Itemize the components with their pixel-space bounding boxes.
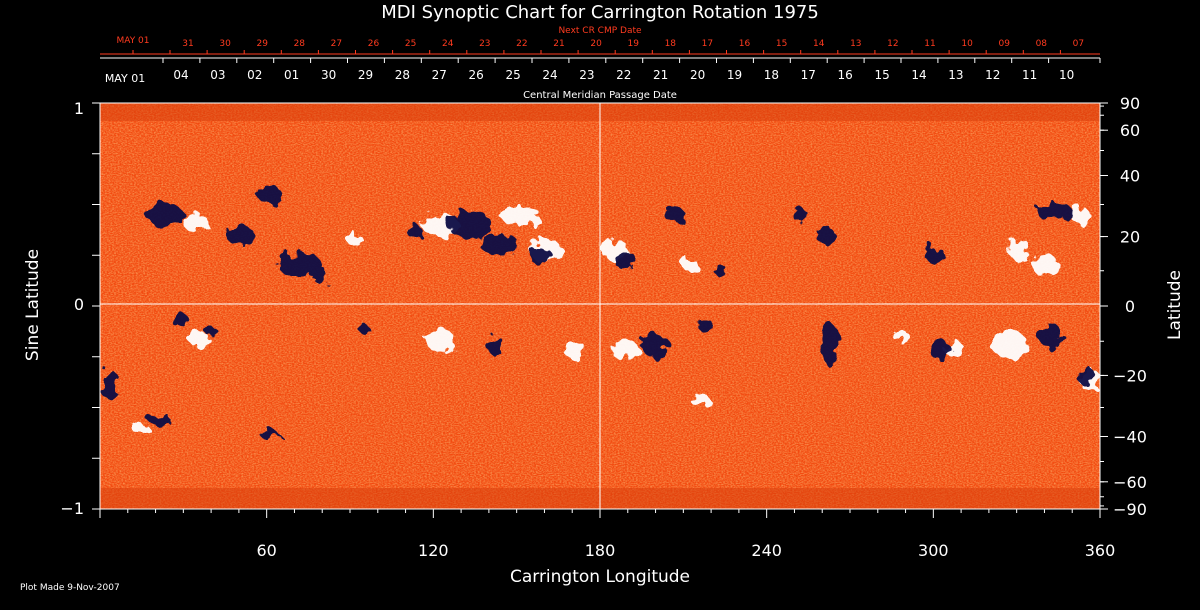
right-tick-label: 60 <box>1120 121 1140 140</box>
bottom-axis-label: Carrington Longitude <box>510 567 690 587</box>
cmp-date-label: 18 <box>764 68 779 82</box>
next-cr-date-label: 11 <box>924 39 935 49</box>
cmp-date-label: 26 <box>469 68 484 82</box>
next-cr-date-label: 16 <box>739 39 751 49</box>
next-cr-date-label: 20 <box>590 39 602 49</box>
cmp-date-label: 12 <box>985 68 1000 82</box>
left-tick-0: 0 <box>74 295 84 314</box>
cmp-date-label: 25 <box>505 68 520 82</box>
cmp-date-label: 27 <box>432 68 447 82</box>
cmp-date-label: 24 <box>542 68 557 82</box>
next-cr-date-label: 25 <box>405 39 416 49</box>
cmp-date-label: 15 <box>874 68 889 82</box>
bottom-tick-label: 120 <box>418 541 449 560</box>
right-tick-label: −20 <box>1113 366 1147 385</box>
cmp-date-scale: MAY 01 04 03 02 01 30 29 28 27 26 25 24 23 22 21 20 19 1… <box>100 57 1101 101</box>
cmp-date-label: 16 <box>838 68 853 82</box>
cmp-date-label: 22 <box>616 68 631 82</box>
cmp-date-label: 13 <box>948 68 963 82</box>
next-cr-date-label: 19 <box>627 39 639 49</box>
next-cr-date-label: 31 <box>182 39 193 49</box>
cmp-date-label: 03 <box>210 68 225 82</box>
next-cr-date-label: 12 <box>887 39 898 49</box>
cmp-date-label: 28 <box>395 68 410 82</box>
next-cr-cmp-scale: Next CR CMP Date MAY 01 31 30 29 28 27 26 25 24… <box>100 26 1100 55</box>
next-cr-date-label: 15 <box>776 39 787 49</box>
right-tick-label: −90 <box>1113 500 1147 519</box>
right-tick-label: −40 <box>1113 427 1147 446</box>
cmp-date-label: 02 <box>247 68 262 82</box>
right-axis-label: Latitude <box>1165 270 1185 340</box>
next-cr-start: MAY 01 <box>116 36 149 46</box>
next-cr-date-label: 21 <box>553 39 564 49</box>
left-tick-minus1: −1 <box>60 499 84 518</box>
next-cr-date-label: 18 <box>665 39 677 49</box>
bottom-tick-label: 240 <box>751 541 782 560</box>
cmp-scale-label: Central Meridian Passage Date <box>523 90 677 101</box>
next-cr-label: Next CR CMP Date <box>558 26 642 36</box>
right-tick-label: 0 <box>1125 297 1135 316</box>
right-tick-label: −60 <box>1113 473 1147 492</box>
next-cr-date-label: 23 <box>479 39 490 49</box>
cmp-date-label: 11 <box>1022 68 1037 82</box>
cmp-date-label: 20 <box>690 68 705 82</box>
cmp-date-label: 23 <box>579 68 594 82</box>
right-tick-label: 20 <box>1120 228 1140 247</box>
right-tick-label: 90 <box>1120 94 1140 113</box>
next-cr-date-label: 24 <box>442 39 454 49</box>
right-axis: 90 60 40 20 0 −20 −40 −60 −90 Latitude <box>1100 94 1185 519</box>
cmp-date-label: 14 <box>911 68 926 82</box>
next-cr-date-label: 09 <box>998 39 1010 49</box>
cmp-date-label: 04 <box>173 68 188 82</box>
left-tick-1: 1 <box>74 99 84 118</box>
bottom-axis: 60 120 180 240 300 360 Carrington Longitude <box>99 509 1116 587</box>
plot-made-footer: Plot Made 9-Nov-2007 <box>20 583 120 593</box>
right-tick-label: 40 <box>1120 167 1140 186</box>
cmp-date-label: 01 <box>284 68 299 82</box>
left-axis: 1 0 −1 Sine Latitude <box>23 99 100 518</box>
cmp-date-label: 21 <box>653 68 668 82</box>
next-cr-date-label: 29 <box>256 39 268 49</box>
next-cr-date-label: 08 <box>1036 39 1048 49</box>
bottom-tick-label: 360 <box>1085 541 1116 560</box>
next-cr-date-label: 10 <box>961 39 973 49</box>
left-axis-label: Sine Latitude <box>23 249 43 361</box>
cmp-date-label: 29 <box>358 68 373 82</box>
cmp-date-label: 17 <box>801 68 816 82</box>
bottom-tick-label: 180 <box>585 541 616 560</box>
next-cr-date-label: 27 <box>331 39 342 49</box>
next-cr-date-label: 30 <box>219 39 231 49</box>
magnetogram-map <box>100 103 1100 509</box>
bottom-tick-label: 300 <box>918 541 949 560</box>
cmp-date-label: 19 <box>727 68 742 82</box>
next-cr-date-label: 14 <box>813 39 825 49</box>
next-cr-date-label: 22 <box>516 39 527 49</box>
chart-title: MDI Synoptic Chart for Carrington Rotati… <box>381 2 819 23</box>
next-cr-date-label: 07 <box>1073 39 1084 49</box>
next-cr-date-label: 13 <box>850 39 861 49</box>
bottom-tick-label: 60 <box>256 541 276 560</box>
cmp-start-label: MAY 01 <box>105 72 145 85</box>
next-cr-date-label: 26 <box>368 39 380 49</box>
next-cr-date-label: 17 <box>702 39 713 49</box>
cmp-date-label: 30 <box>321 68 336 82</box>
cmp-date-label: 10 <box>1059 68 1074 82</box>
next-cr-date-label: 28 <box>294 39 306 49</box>
